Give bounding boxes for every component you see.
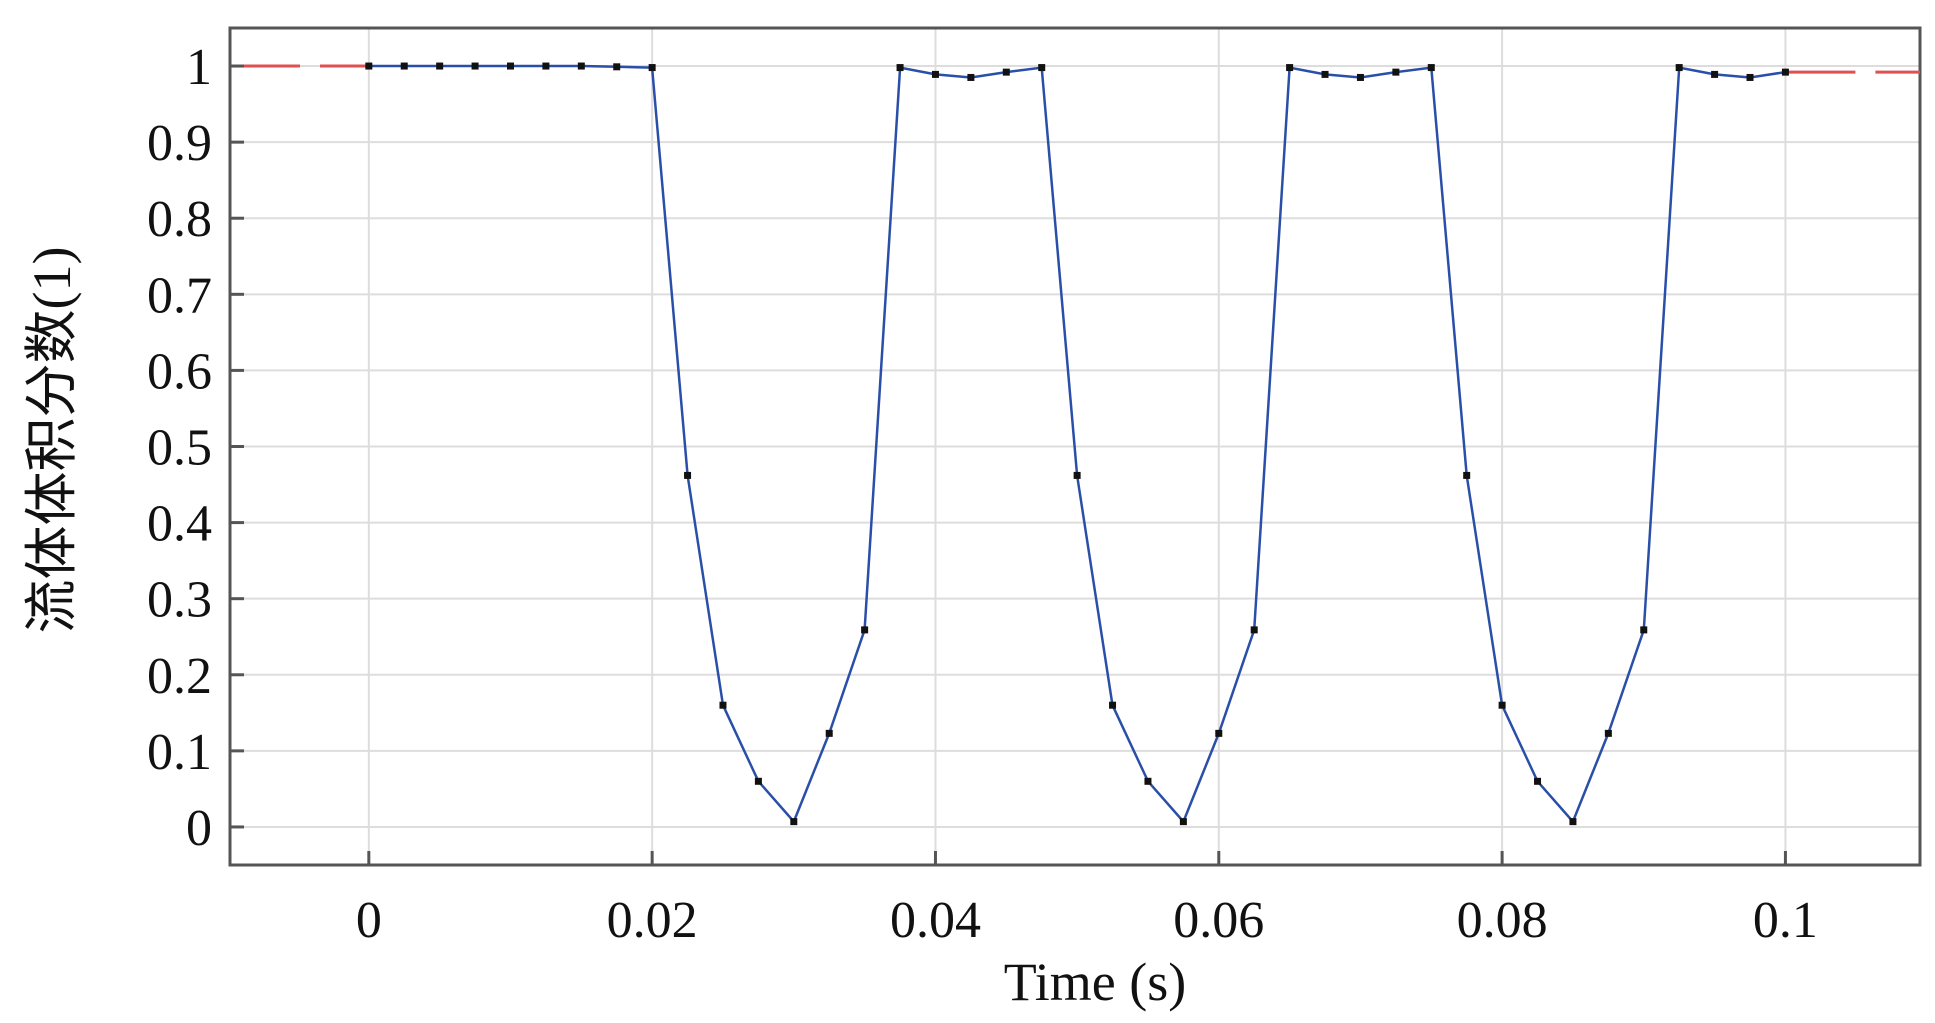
y-tick-label: 0.4 bbox=[147, 496, 212, 553]
data-point bbox=[790, 818, 798, 826]
data-point bbox=[1038, 64, 1046, 72]
y-tick-label: 0.1 bbox=[147, 724, 212, 781]
data-point bbox=[896, 64, 904, 72]
data-point bbox=[1215, 729, 1223, 737]
data-point bbox=[1746, 73, 1754, 81]
data-point bbox=[400, 62, 408, 70]
data-point bbox=[436, 62, 444, 70]
data-point bbox=[1640, 626, 1648, 634]
data-point bbox=[365, 62, 373, 70]
data-point bbox=[577, 62, 585, 70]
data-point bbox=[719, 701, 727, 709]
data-point bbox=[931, 70, 939, 78]
data-point bbox=[1321, 70, 1329, 78]
x-axis-title: Time (s) bbox=[1004, 952, 1187, 1012]
data-point bbox=[1144, 777, 1152, 785]
data-point bbox=[1286, 64, 1294, 72]
data-series bbox=[365, 62, 1789, 826]
y-tick-label: 0.7 bbox=[147, 267, 212, 324]
data-point bbox=[1604, 729, 1612, 737]
data-point bbox=[825, 729, 833, 737]
data-point bbox=[684, 471, 692, 479]
data-point bbox=[1356, 73, 1364, 81]
y-tick-label: 0 bbox=[186, 800, 212, 857]
x-tick-label: 0.02 bbox=[607, 892, 698, 949]
data-point bbox=[1711, 70, 1719, 78]
y-axis-title: 流体体积分数(1) bbox=[22, 247, 82, 634]
data-point bbox=[471, 62, 479, 70]
axis-ticks: 0 0.02 0.04 0.06 0.08 0.1 0 0.1 0.2 0.3 0.4 0.5 0.6 0… bbox=[147, 39, 1818, 949]
x-tick-label: 0.1 bbox=[1753, 892, 1818, 949]
data-point bbox=[1392, 68, 1400, 76]
data-point bbox=[542, 62, 550, 70]
data-point bbox=[1675, 64, 1683, 72]
y-tick-label: 0.9 bbox=[147, 115, 212, 172]
x-tick-label: 0.08 bbox=[1457, 892, 1548, 949]
data-point bbox=[1179, 818, 1187, 826]
data-point bbox=[861, 626, 869, 634]
data-point bbox=[1109, 701, 1117, 709]
data-point bbox=[1534, 777, 1542, 785]
data-point bbox=[1250, 626, 1258, 634]
data-point bbox=[1427, 64, 1435, 72]
data-point bbox=[613, 63, 621, 71]
data-point bbox=[1569, 818, 1577, 826]
data-point bbox=[1463, 471, 1471, 479]
y-tick-label: 0.8 bbox=[147, 191, 212, 248]
data-point bbox=[1781, 68, 1789, 76]
y-tick-label: 0.2 bbox=[147, 648, 212, 705]
data-point bbox=[967, 73, 975, 81]
x-tick-label: 0.06 bbox=[1173, 892, 1264, 949]
gridlines bbox=[230, 28, 1920, 865]
data-point bbox=[1498, 701, 1506, 709]
series-line bbox=[368, 64, 1786, 824]
data-point bbox=[1073, 471, 1081, 479]
y-tick-label: 0.6 bbox=[147, 343, 212, 400]
x-tick-label: 0.04 bbox=[890, 892, 981, 949]
y-tick-label: 0.5 bbox=[147, 420, 212, 477]
x-tick-label: 0 bbox=[356, 892, 382, 949]
data-point bbox=[754, 777, 762, 785]
data-point bbox=[1002, 68, 1010, 76]
data-point bbox=[506, 62, 514, 70]
y-tick-label: 1 bbox=[186, 39, 212, 96]
data-point bbox=[648, 64, 656, 72]
y-tick-label: 0.3 bbox=[147, 572, 212, 629]
reference-lines bbox=[230, 64, 1920, 74]
